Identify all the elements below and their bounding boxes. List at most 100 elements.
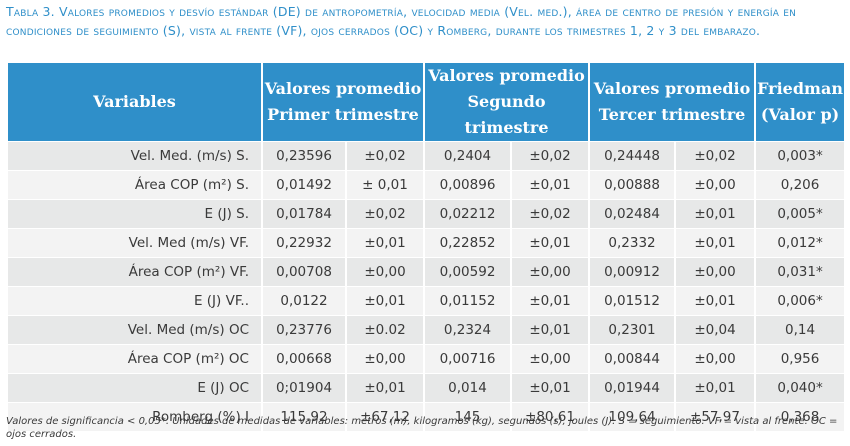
cell-t2-mean: 0,22852 bbox=[423, 228, 512, 258]
cell-friedman-p: 0,003* bbox=[754, 141, 847, 171]
row-label: Vel. Med. (m/s) S. bbox=[6, 141, 263, 171]
header-second-trimester-line1: Valores promedio bbox=[428, 66, 585, 85]
row-label: Vel. Med (m/s) VF. bbox=[6, 228, 263, 258]
cell-t1-sd: ±0,00 bbox=[345, 257, 425, 287]
table-row: E (J) VF.. 0,0122 ±0,01 0,01152 ±0,01 0,… bbox=[6, 286, 847, 316]
header-second-trimester-line2: Segundo trimestre bbox=[464, 92, 549, 137]
cell-t3-sd: ±0,00 bbox=[674, 170, 757, 200]
cell-t3-mean: 0,00844 bbox=[588, 344, 677, 374]
cell-t1-mean: 0,01492 bbox=[261, 170, 347, 200]
cell-t2-mean: 0,2404 bbox=[423, 141, 512, 171]
cell-t1-mean: 0,00708 bbox=[261, 257, 347, 287]
header-variables: Variables bbox=[6, 63, 263, 142]
cell-friedman-p: 0,031* bbox=[754, 257, 847, 287]
cell-t2-sd: ±80,61 bbox=[509, 402, 591, 432]
table-row: Área COP (m²) OC 0,00668 ±0,00 0,00716 ±… bbox=[6, 344, 847, 374]
header-row: Variables Valores promedio Primer trimes… bbox=[6, 63, 847, 142]
cell-t2-sd: ±0,01 bbox=[509, 286, 591, 316]
cell-friedman-p: 0,206 bbox=[754, 170, 847, 200]
header-third-trimester: Valores promedio Tercer trimestre bbox=[588, 63, 757, 142]
cell-t1-sd: ±0.02 bbox=[345, 315, 425, 345]
cell-t1-mean: 0,00668 bbox=[261, 344, 347, 374]
cell-t3-mean: 109,64 bbox=[588, 402, 677, 432]
row-label: E (J) VF.. bbox=[6, 286, 263, 316]
cell-t3-sd: ±0,04 bbox=[674, 315, 757, 345]
header-friedman-line2: (Valor p) bbox=[760, 105, 840, 124]
cell-friedman-p: 0,368 bbox=[754, 402, 847, 432]
row-label: Área COP (m²) S. bbox=[6, 170, 263, 200]
header-friedman: Friedman (Valor p) bbox=[754, 63, 847, 142]
cell-t1-sd: ±0,01 bbox=[345, 373, 425, 403]
cell-t1-mean: 0;01904 bbox=[261, 373, 347, 403]
row-label: Área COP (m²) OC bbox=[6, 344, 263, 374]
cell-t3-mean: 0,2332 bbox=[588, 228, 677, 258]
header-third-trimester-line2: Tercer trimestre bbox=[598, 105, 746, 124]
cell-t3-mean: 0,00912 bbox=[588, 257, 677, 287]
cell-t1-mean: 0,22932 bbox=[261, 228, 347, 258]
cell-t1-sd: ±0,02 bbox=[345, 141, 425, 171]
row-label: Romberg (%) I bbox=[6, 402, 263, 432]
cell-t3-sd: ±57,97 bbox=[674, 402, 757, 432]
table-row: E (J) S. 0,01784 ±0,02 0,02212 ±0,02 0,0… bbox=[6, 199, 847, 229]
cell-t2-mean: 0,00896 bbox=[423, 170, 512, 200]
row-label: Vel. Med (m/s) OC bbox=[6, 315, 263, 345]
cell-t2-mean: 0,00592 bbox=[423, 257, 512, 287]
cell-t2-mean: 0,02212 bbox=[423, 199, 512, 229]
cell-friedman-p: 0,012* bbox=[754, 228, 847, 258]
cell-t2-sd: ±0,02 bbox=[509, 199, 591, 229]
cell-t2-sd: ±0,02 bbox=[509, 141, 591, 171]
header-friedman-line1: Friedman bbox=[757, 79, 843, 98]
cell-t3-mean: 0,01944 bbox=[588, 373, 677, 403]
cell-t1-mean: 0,01784 bbox=[261, 199, 347, 229]
cell-t3-sd: ±0,01 bbox=[674, 286, 757, 316]
table-row: Romberg (%) I 115.92 ±67,12 145 ±80,61 1… bbox=[6, 402, 847, 432]
cell-t1-sd: ±67,12 bbox=[345, 402, 425, 432]
cell-friedman-p: 0,006* bbox=[754, 286, 847, 316]
row-label: Área COP (m²) VF. bbox=[6, 257, 263, 287]
table-row: Vel. Med (m/s) VF. 0,22932 ±0,01 0,22852… bbox=[6, 228, 847, 258]
cell-t3-sd: ±0,01 bbox=[674, 373, 757, 403]
cell-t2-mean: 0,01152 bbox=[423, 286, 512, 316]
cell-t1-sd: ±0,01 bbox=[345, 286, 425, 316]
cell-friedman-p: 0,956 bbox=[754, 344, 847, 374]
table-caption: Tabla 3. Valores promedios y desvío está… bbox=[6, 4, 797, 38]
row-label: E (J) OC bbox=[6, 373, 263, 403]
cell-t1-sd: ±0,00 bbox=[345, 344, 425, 374]
cell-t3-mean: 0,02484 bbox=[588, 199, 677, 229]
cell-t2-sd: ±0,01 bbox=[509, 170, 591, 200]
cell-t3-mean: 0,2301 bbox=[588, 315, 677, 345]
cell-t3-sd: ±0,01 bbox=[674, 228, 757, 258]
cell-t3-mean: 0,00888 bbox=[588, 170, 677, 200]
table-row: E (J) OC 0;01904 ±0,01 0,014 ±0,01 0,019… bbox=[6, 373, 847, 403]
cell-friedman-p: 0,040* bbox=[754, 373, 847, 403]
cell-t1-sd: ±0,01 bbox=[345, 228, 425, 258]
cell-t3-sd: ±0,02 bbox=[674, 141, 757, 171]
cell-t2-sd: ±0,01 bbox=[509, 315, 591, 345]
header-second-trimester: Valores promedio Segundo trimestre bbox=[422, 63, 591, 142]
cell-t1-mean: 0,0122 bbox=[261, 286, 347, 316]
cell-t3-sd: ±0,00 bbox=[674, 257, 757, 287]
cell-t1-mean: 0,23776 bbox=[261, 315, 347, 345]
cell-t3-sd: ±0,00 bbox=[674, 344, 757, 374]
cell-friedman-p: 0,14 bbox=[754, 315, 847, 345]
cell-t3-sd: ±0,01 bbox=[674, 199, 757, 229]
header-third-trimester-line1: Valores promedio bbox=[593, 79, 751, 98]
cell-t1-mean: 115.92 bbox=[261, 402, 347, 432]
cell-t3-mean: 0,24448 bbox=[588, 141, 677, 171]
table-row: Vel. Med (m/s) OC 0,23776 ±0.02 0,2324 ±… bbox=[6, 315, 847, 345]
results-table: Variables Valores promedio Primer trimes… bbox=[6, 63, 847, 432]
table-footnote: Valores de significancia < 0,05*. Unidad… bbox=[6, 416, 838, 440]
cell-t1-mean: 0,23596 bbox=[261, 141, 347, 171]
table-row: Área COP (m²) S. 0,01492 ± 0,01 0,00896 … bbox=[6, 170, 847, 200]
header-first-trimester-line1: Valores promedio bbox=[264, 79, 422, 98]
table-row: Vel. Med. (m/s) S. 0,23596 ±0,02 0,2404 … bbox=[6, 141, 847, 171]
cell-t2-mean: 0,2324 bbox=[423, 315, 512, 345]
header-first-trimester: Valores promedio Primer trimestre bbox=[261, 63, 425, 142]
cell-t2-sd: ±0,01 bbox=[509, 373, 591, 403]
cell-t2-mean: 0,00716 bbox=[423, 344, 512, 374]
cell-friedman-p: 0,005* bbox=[754, 199, 847, 229]
table-row: Área COP (m²) VF. 0,00708 ±0,00 0,00592 … bbox=[6, 257, 847, 287]
cell-t1-sd: ± 0,01 bbox=[345, 170, 425, 200]
cell-t2-sd: ±0,00 bbox=[509, 257, 591, 287]
header-first-trimester-line2: Primer trimestre bbox=[267, 105, 419, 124]
